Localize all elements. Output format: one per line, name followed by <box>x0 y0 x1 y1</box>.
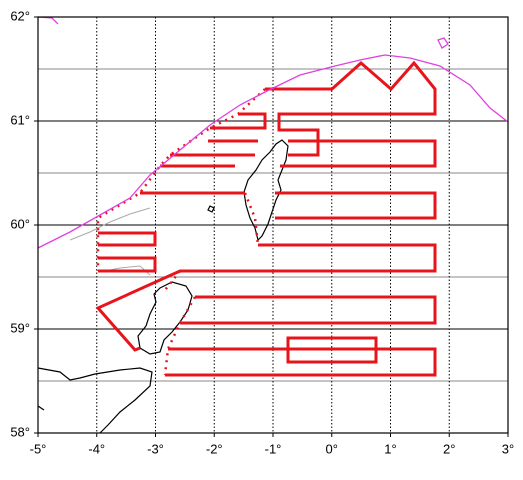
x-tick-label: 1° <box>384 441 396 456</box>
y-tick-label: 60° <box>10 216 30 231</box>
fair-isle <box>207 205 215 213</box>
x-tick-label: -1° <box>265 441 282 456</box>
y-tick-label: 62° <box>10 8 30 23</box>
grid <box>37 16 509 434</box>
track <box>98 231 157 273</box>
track <box>210 112 267 130</box>
y-tick-label: 61° <box>10 112 30 127</box>
x-tick-label: 0° <box>326 441 338 456</box>
track <box>265 60 437 157</box>
x-tick-label: -4° <box>88 441 105 456</box>
x-tick-label: 3° <box>502 441 514 456</box>
x-tick-label: 2° <box>443 441 455 456</box>
y-tick-label: 59° <box>10 320 30 335</box>
y-tick-label: 58° <box>10 424 30 439</box>
track <box>140 191 437 220</box>
bathymetry <box>69 207 151 276</box>
x-tick-label: -3° <box>147 441 164 456</box>
track <box>95 243 437 352</box>
coastlines <box>37 139 289 434</box>
track <box>160 139 437 168</box>
x-tick-label: -2° <box>206 441 223 456</box>
mainland-coast <box>37 367 153 434</box>
track <box>165 336 437 377</box>
orkney <box>137 281 193 355</box>
x-tick-label: -5° <box>30 441 47 456</box>
survey-tracks <box>95 60 437 377</box>
coast-fragment <box>37 405 45 411</box>
